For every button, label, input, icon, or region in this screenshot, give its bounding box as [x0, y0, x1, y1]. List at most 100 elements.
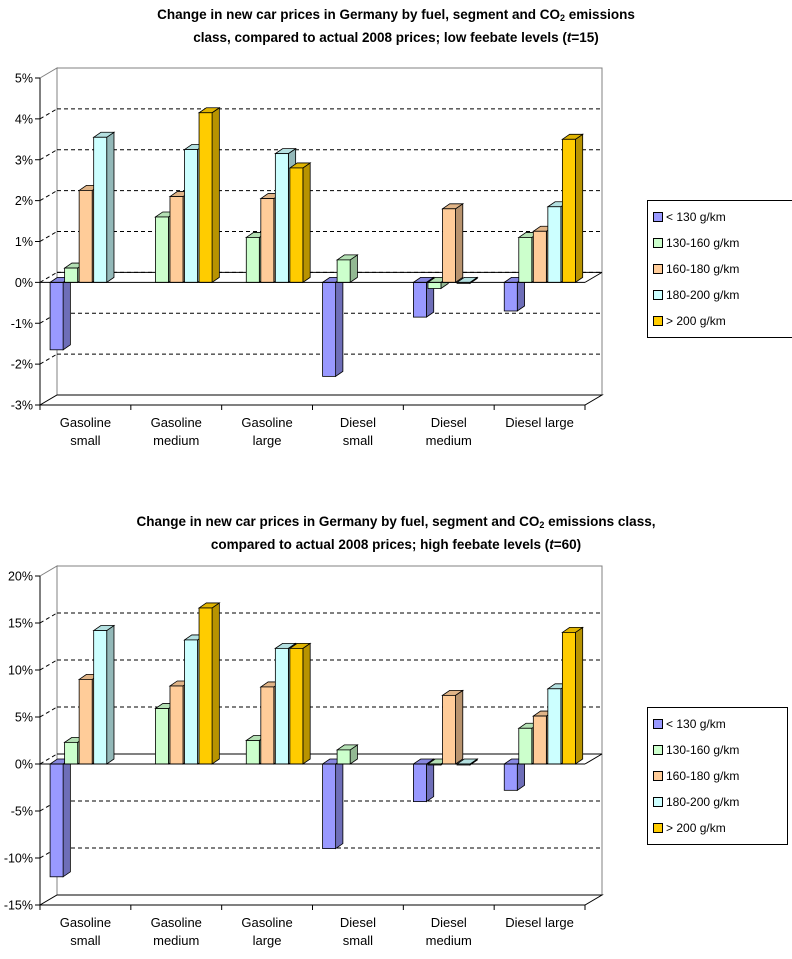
x-tick-label: Diesel large [505, 915, 574, 930]
x-tick-label: Diesel [340, 915, 376, 930]
bar-front [155, 216, 169, 283]
bar-front [64, 267, 79, 283]
bar-front [274, 647, 289, 765]
bar [48, 276, 72, 351]
gridline [39, 659, 58, 671]
y-tick-label: 2% [15, 194, 33, 208]
bar-front [274, 153, 289, 283]
y-tick-label: 1% [15, 235, 33, 249]
bar-front [260, 686, 275, 765]
bar-front [169, 196, 184, 283]
gridline [39, 706, 58, 718]
bar [441, 203, 465, 284]
x-tick-label: small [343, 433, 373, 448]
legend-item: < 130 g/km [653, 711, 781, 737]
bar-front [561, 138, 576, 283]
gridline [39, 353, 58, 365]
y-tick-label: -1% [11, 317, 33, 331]
y-tick-label: -3% [11, 399, 33, 413]
bar-side [106, 624, 115, 765]
y-tick-label: 4% [15, 112, 33, 126]
plot-floor [38, 894, 604, 906]
bar-front [78, 678, 93, 765]
bar-side [62, 758, 71, 878]
legend-item: 180-200 g/km [653, 789, 781, 815]
bar-front [547, 206, 562, 283]
bar-side [575, 626, 584, 765]
bar [321, 276, 345, 378]
bar-side [211, 106, 220, 284]
gridline [39, 612, 58, 624]
bar-front [93, 630, 108, 765]
bar-front [413, 763, 427, 802]
bar-front [289, 167, 304, 283]
zero-line-edge [584, 753, 603, 765]
bar-front [49, 763, 64, 878]
bar [561, 133, 584, 284]
bar-front [518, 727, 533, 765]
plot-floor [38, 394, 604, 406]
bar [335, 254, 359, 284]
bar [92, 624, 116, 765]
legend-swatch [653, 745, 663, 755]
x-tick-label: large [253, 433, 282, 448]
bar-front [322, 763, 337, 849]
legend-swatch [653, 719, 663, 729]
bar-front [427, 281, 442, 289]
bar-front [518, 237, 533, 283]
bar-side [335, 758, 344, 850]
legend-label: 160-180 g/km [666, 262, 740, 276]
bar-front [245, 740, 260, 765]
bar-front [260, 198, 275, 283]
bar-front [198, 607, 213, 765]
x-tick-label: large [253, 933, 282, 948]
bar [197, 106, 221, 284]
x-tick-label: Gasoline [241, 415, 292, 430]
y-tick-label: 5% [15, 711, 33, 725]
chart-low-feebate: Change in new car prices in Germany by f… [0, 0, 792, 470]
x-tick-label: Gasoline [60, 915, 111, 930]
x-tick-label: small [70, 933, 100, 948]
legend-swatch [653, 316, 663, 326]
legend-label: 130-160 g/km [666, 236, 740, 250]
bar-front [184, 149, 198, 283]
zero-line-edge [584, 271, 603, 283]
legend-label: 180-200 g/km [666, 795, 740, 809]
bar-front [93, 136, 108, 283]
chart-title: Change in new car prices in Germany by f… [157, 7, 635, 45]
x-tick-label: Diesel large [505, 415, 574, 430]
bar-front [184, 639, 198, 765]
bar-front [442, 694, 456, 765]
x-tick-label: medium [426, 933, 472, 948]
legend-label: 130-160 g/km [666, 743, 740, 757]
y-tick-label: -10% [4, 852, 33, 866]
y-tick-label: 0% [15, 276, 33, 290]
y-tick-label: 0% [15, 758, 33, 772]
bar-front [198, 112, 213, 283]
bar-front [155, 708, 169, 765]
x-tick-label: medium [153, 933, 199, 948]
y-tick-label: -5% [11, 805, 33, 819]
y-tick-label: -15% [4, 899, 33, 913]
bar-front [442, 208, 456, 283]
legend-item: > 200 g/km [653, 308, 792, 334]
legend-item: < 130 g/km [653, 204, 792, 230]
bar-front [547, 688, 562, 765]
x-tick-label: small [343, 933, 373, 948]
y-tick-label: 5% [15, 72, 33, 86]
bar [412, 758, 436, 803]
bar-front [78, 190, 93, 283]
legend-item: 130-160 g/km [653, 230, 792, 256]
x-tick-label: Diesel [431, 415, 467, 430]
legend-label: < 130 g/km [666, 717, 726, 731]
x-tick-label: medium [153, 433, 199, 448]
bar-front [561, 631, 576, 765]
chart-plot-area: -3% -2% -1% 0% 1% 2% 3% 4% 5% Gasoline small Gasoli… [11, 67, 604, 448]
legend-swatch [653, 238, 663, 248]
bar [561, 626, 584, 765]
gridline [39, 231, 58, 242]
bar-side [455, 203, 464, 284]
bar-front [49, 281, 64, 351]
gridline [39, 149, 58, 161]
gridline [39, 108, 58, 120]
